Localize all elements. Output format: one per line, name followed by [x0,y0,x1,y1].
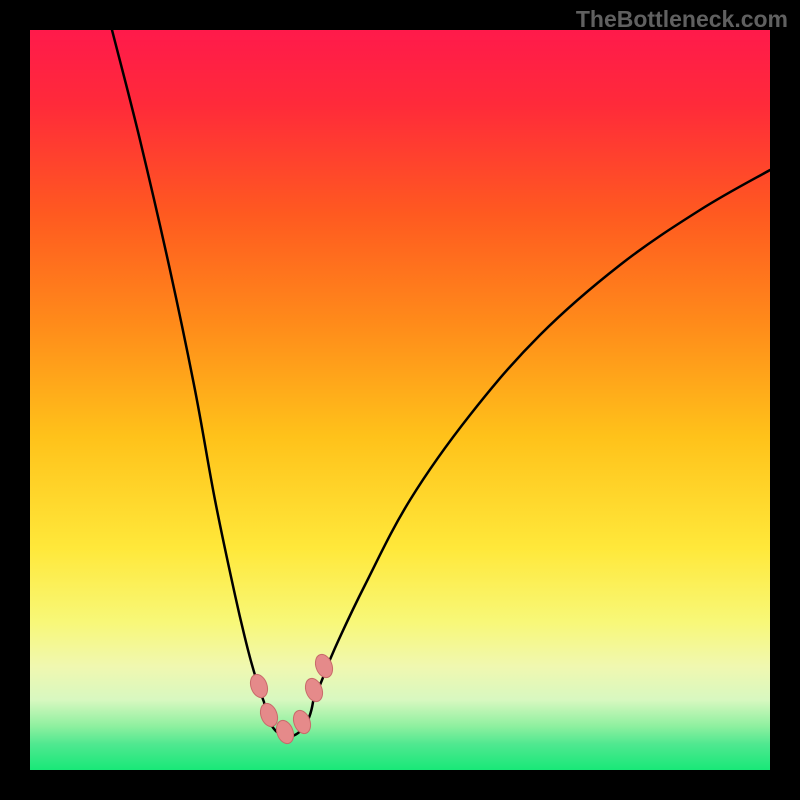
watermark-text: TheBottleneck.com [576,6,788,33]
plot-area [30,30,770,770]
curve-path [112,30,770,737]
bottleneck-curve [30,30,770,770]
bottleneck-marker [247,672,270,700]
